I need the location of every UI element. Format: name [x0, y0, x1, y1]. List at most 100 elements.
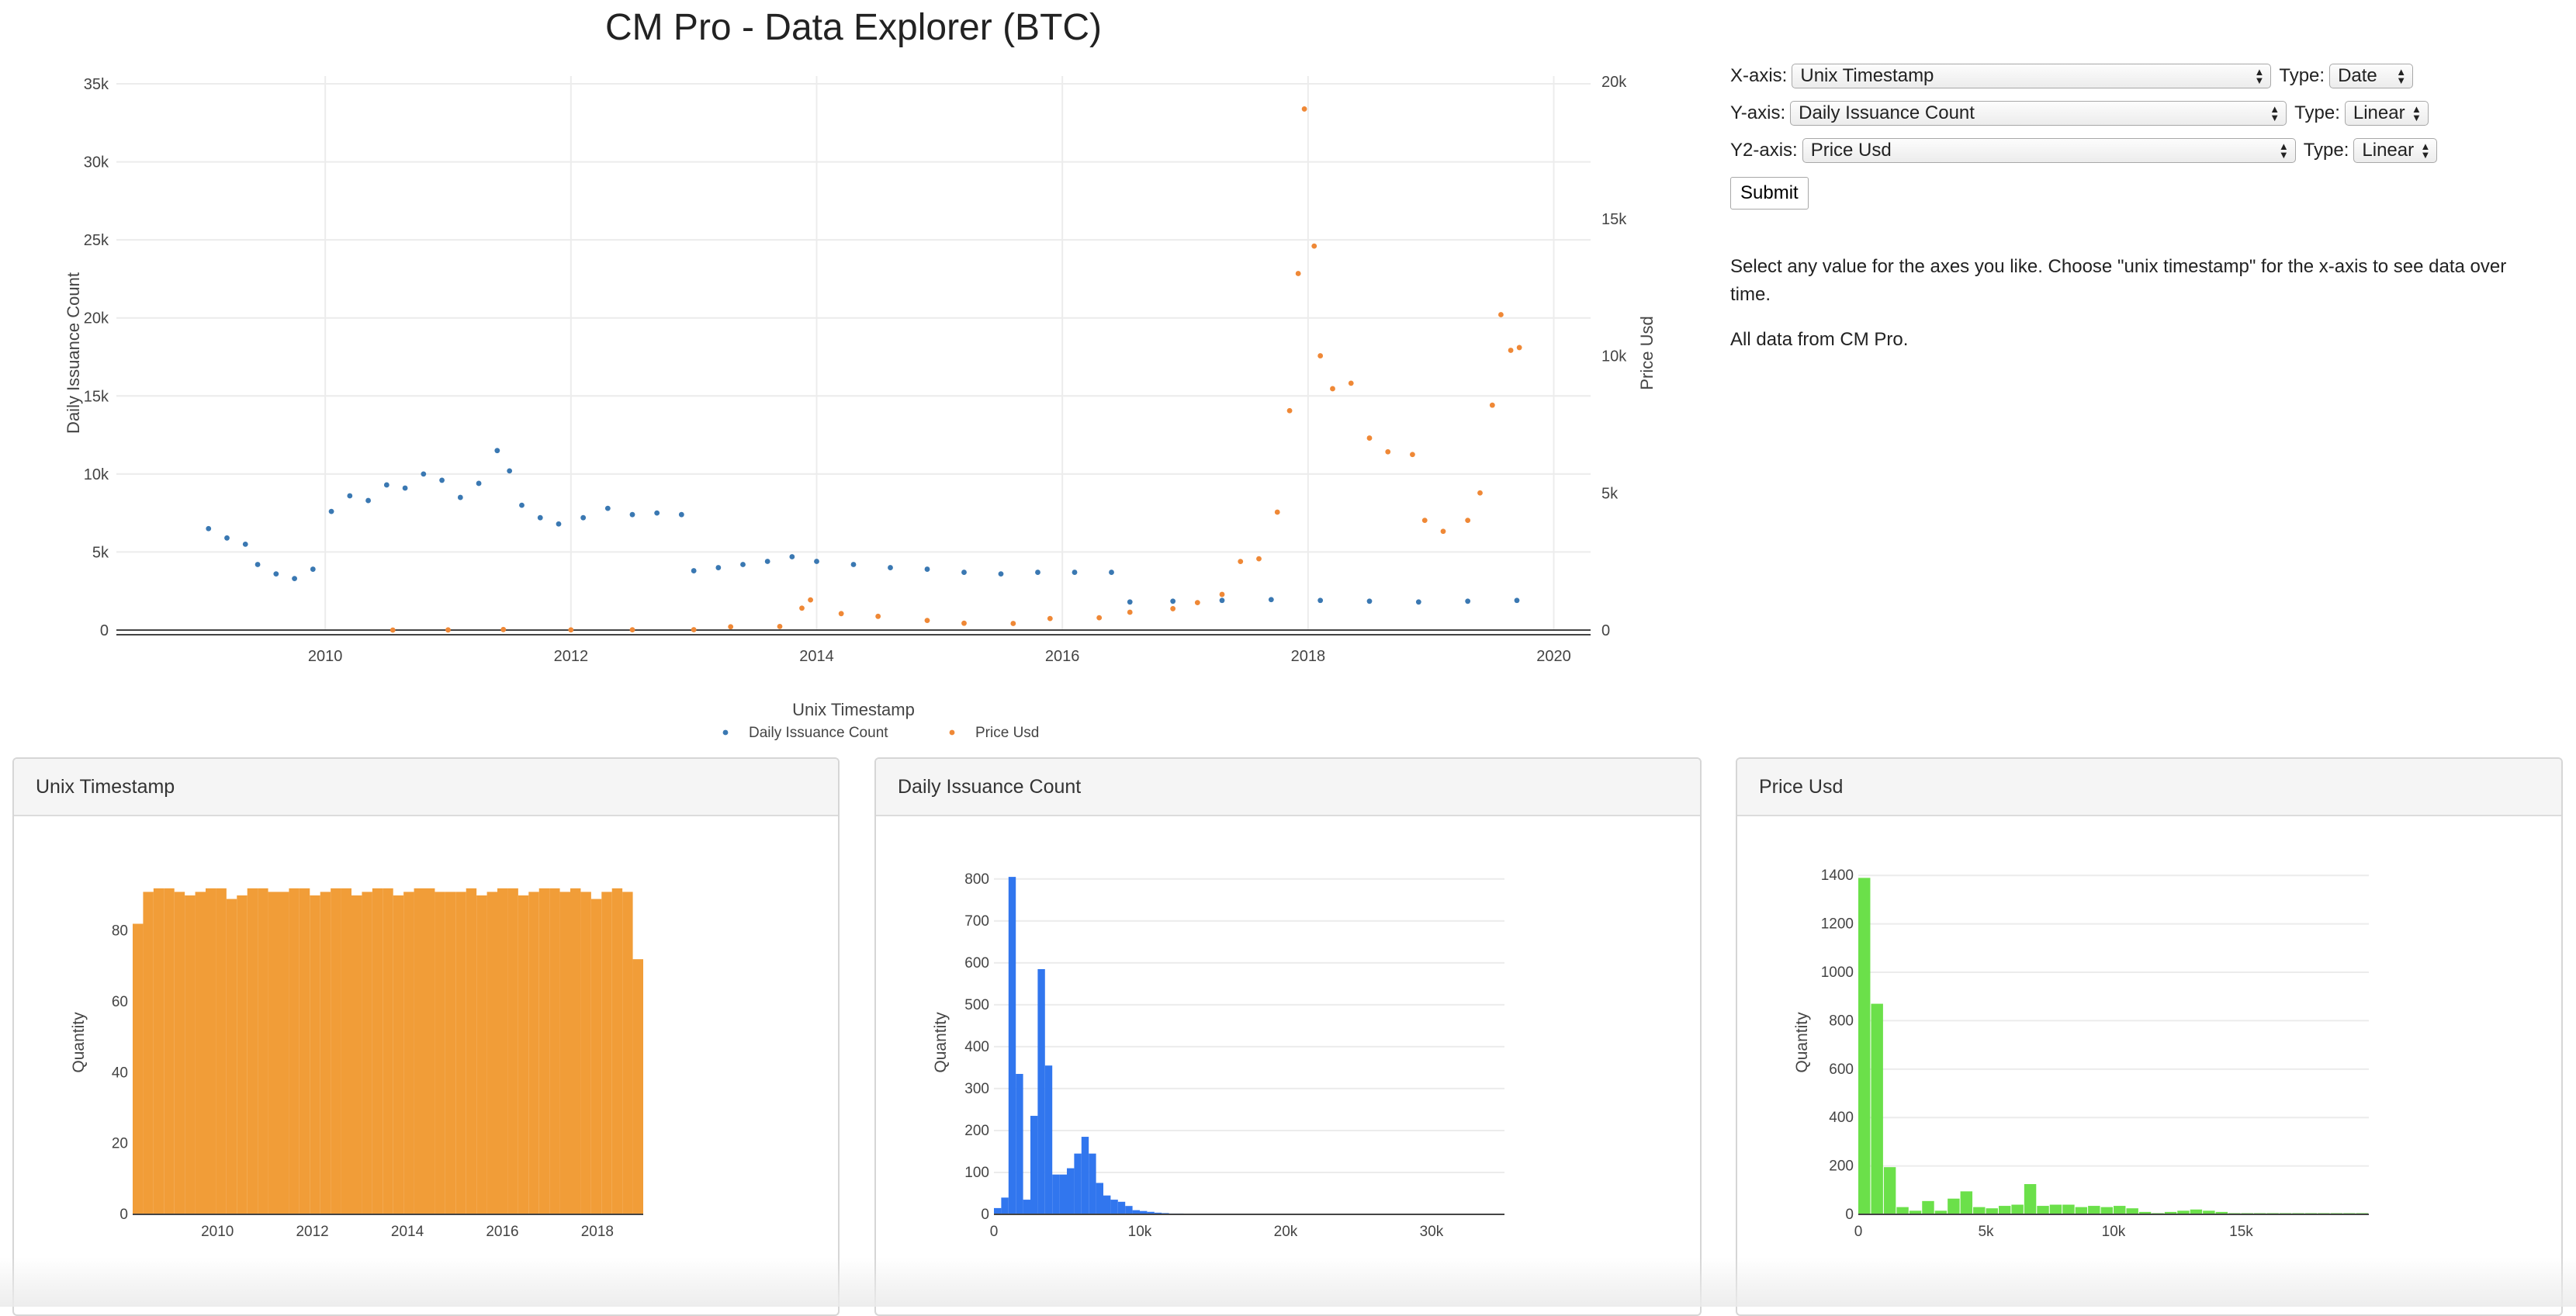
axis-controls: X-axis: Unix Timestamp ▲ ▼ Type: Date ▲ ▼ Y-…: [1730, 57, 2553, 371]
histogram-bar: [2190, 1209, 2203, 1214]
x-tick-label: 2014: [799, 648, 834, 665]
panel-header-daily-issuance-count: Daily Issuance Count: [876, 759, 1700, 816]
point-price: [1508, 348, 1514, 353]
series-price: [390, 106, 1522, 633]
histogram-bar: [351, 895, 362, 1214]
histogram-bar: [1001, 1197, 1009, 1214]
histogram-bar: [476, 895, 487, 1214]
select-arrows-icon: ▲ ▼: [2270, 103, 2280, 123]
x-tick-label: 2012: [296, 1224, 328, 1240]
histogram-bar: [2215, 1211, 2228, 1214]
y2-axis-select[interactable]: Price Usd ▲ ▼: [1802, 138, 2296, 163]
main-scatter-chart[interactable]: 0 5k 10k 15k 20k 25k 30k 35k 0 5k 10k 15k 20k 2010 201…: [0, 47, 1707, 760]
point-price: [691, 627, 697, 632]
y-tick-label: 400: [964, 1039, 989, 1055]
histogram-bar: [1125, 1206, 1133, 1214]
histogram-bar: [2011, 1204, 2024, 1214]
histogram-bar: [435, 892, 445, 1214]
point-issuance: [604, 505, 611, 511]
histogram-bar: [1117, 1201, 1126, 1214]
point-issuance: [629, 511, 635, 518]
histogram-bar: [2203, 1210, 2215, 1214]
x-axis-select[interactable]: Unix Timestamp ▲ ▼: [1792, 64, 2272, 88]
y-axis-title: Daily Issuance Count: [64, 272, 83, 434]
histogram-bar: [1948, 1198, 1960, 1214]
point-issuance: [678, 511, 684, 518]
point-issuance: [1219, 597, 1225, 604]
point-issuance: [1170, 598, 1176, 604]
y2-tick-label: 0: [1601, 622, 1610, 639]
histogram-bar: [2126, 1208, 2138, 1214]
histogram-bar: [383, 888, 393, 1214]
histogram-bar: [1986, 1208, 1998, 1214]
point-price: [1295, 271, 1301, 276]
histogram-bar: [185, 895, 196, 1214]
point-price: [1498, 312, 1504, 317]
x-tick-label: 0: [990, 1224, 999, 1240]
point-issuance: [1109, 570, 1114, 575]
histogram-bar: [1147, 1211, 1155, 1214]
y-tick-label: 0: [119, 1207, 128, 1223]
histogram-bar: [206, 888, 216, 1214]
y2-tick-label: 15k: [1601, 211, 1627, 228]
histogram-bar: [611, 888, 623, 1214]
x-type-value: Date: [2338, 65, 2377, 86]
histogram-bar: [497, 888, 508, 1214]
point-price: [445, 627, 451, 633]
point-price: [1477, 490, 1483, 496]
point-issuance: [1317, 597, 1324, 604]
histogram-price-usd[interactable]: 0 200 400 600 800 1000 1200 1400 0 5k 10k 15k Quanti…: [1737, 816, 2563, 1316]
info-source: All data from CM Pro.: [1730, 329, 1909, 350]
point-issuance: [850, 562, 857, 567]
histogram-bar: [362, 892, 372, 1214]
submit-button[interactable]: Submit: [1730, 177, 1809, 210]
point-issuance: [206, 525, 212, 532]
y-axis-select[interactable]: Daily Issuance Count ▲ ▼: [1790, 101, 2287, 126]
y2-tick-label: 5k: [1601, 485, 1619, 502]
panel-daily-issuance-count: Daily Issuance Count 0 100 200 300 400 500 600…: [874, 757, 1702, 1316]
point-issuance: [715, 565, 722, 570]
point-issuance: [814, 559, 819, 564]
point-issuance: [402, 485, 408, 491]
histogram-unix-timestamp[interactable]: 0 20 40 60 80 2010 2012 2014 2016 2018 Quantity: [14, 816, 840, 1316]
point-price: [1421, 518, 1428, 524]
point-price: [875, 613, 881, 619]
histogram-bar: [258, 888, 268, 1214]
point-price: [1010, 621, 1016, 626]
y-tick-label: 40: [112, 1065, 128, 1081]
x-tick-label: 2010: [201, 1224, 234, 1240]
histogram-bar: [279, 892, 289, 1214]
point-issuance: [888, 565, 893, 570]
y-tick-label: 200: [1829, 1158, 1854, 1175]
y-tick-label: 500: [964, 997, 989, 1013]
x-tick-label: 2014: [391, 1224, 424, 1240]
histogram-bar: [153, 888, 164, 1214]
point-issuance: [439, 477, 445, 483]
y-type-select[interactable]: Linear ▲ ▼: [2344, 101, 2429, 126]
histogram-bar: [2088, 1206, 2100, 1214]
point-price: [1385, 448, 1391, 455]
point-issuance: [789, 554, 795, 559]
point-issuance: [1366, 598, 1373, 604]
point-price: [799, 605, 805, 611]
x-tick-label: 20k: [1274, 1224, 1298, 1240]
x-type-select[interactable]: Date ▲ ▼: [2329, 64, 2414, 88]
histogram-bar: [1074, 1153, 1082, 1214]
histogram-bar: [601, 892, 612, 1214]
y2-type-select[interactable]: Linear ▲ ▼: [2353, 138, 2438, 163]
point-issuance: [580, 514, 587, 521]
point-price: [1047, 615, 1053, 622]
legend-marker: [722, 729, 729, 736]
histogram-bar: [320, 892, 331, 1214]
point-price: [1301, 106, 1307, 112]
histogram-bar: [445, 892, 456, 1214]
point-issuance: [421, 471, 427, 477]
info-text: Select any value for the axes you like. …: [1730, 253, 2537, 354]
histogram-daily-issuance-count[interactable]: 0 100 200 300 400 500 600 700 800 0 10k 20k 30k Quant…: [876, 816, 1702, 1316]
point-issuance: [998, 571, 1004, 577]
histogram-bar: [1023, 1200, 1030, 1214]
point-price: [1194, 600, 1200, 606]
histogram-bar: [632, 959, 643, 1214]
info-instructions: Select any value for the axes you like. …: [1730, 256, 2507, 305]
point-price: [1440, 528, 1446, 535]
